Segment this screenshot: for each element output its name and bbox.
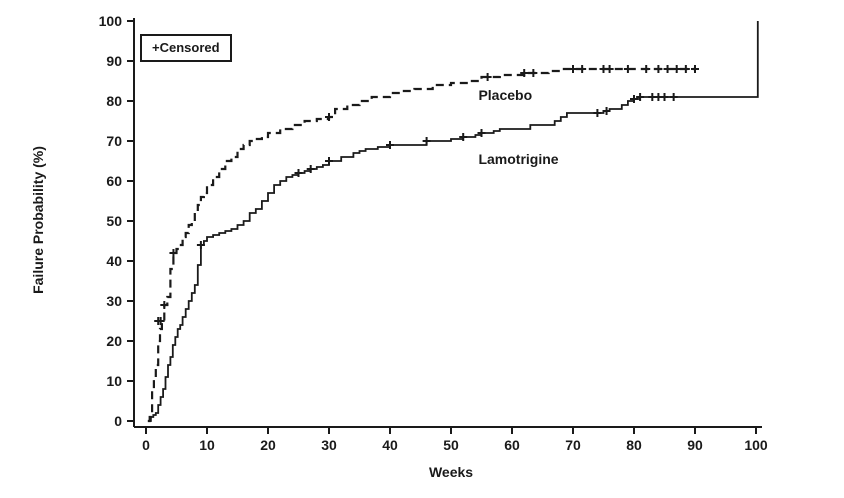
y-tick-label: 10	[106, 373, 122, 389]
y-tick-label: 50	[106, 213, 122, 229]
censored-legend-label: +Censored	[152, 40, 220, 55]
x-tick-label: 90	[687, 437, 703, 453]
x-tick-label: 60	[504, 437, 520, 453]
x-tick-label: 30	[321, 437, 337, 453]
y-tick-label: 0	[114, 413, 122, 429]
x-axis-label: Weeks	[428, 464, 474, 480]
y-axis-label: Failure Probability (%)	[30, 146, 46, 294]
lamotrigine-curve	[148, 21, 759, 422]
y-tick-label: 90	[106, 53, 122, 69]
x-tick-label: 50	[443, 437, 459, 453]
y-tick-label: 80	[106, 93, 122, 109]
x-tick-label: 20	[260, 437, 276, 453]
y-tick-label: 100	[99, 13, 123, 29]
y-tick-label: 40	[106, 253, 122, 269]
x-tick-label: 70	[565, 437, 581, 453]
x-tick-label: 80	[626, 437, 642, 453]
x-tick-label: 0	[142, 437, 150, 453]
y-tick-label: 30	[106, 293, 122, 309]
y-tick-label: 20	[106, 333, 122, 349]
placebo-curve	[147, 67, 695, 423]
censored-legend: +Censored	[140, 34, 232, 62]
series-label-placebo: Placebo	[478, 87, 533, 103]
x-tick-label: 100	[744, 437, 768, 453]
x-tick-label: 10	[199, 437, 215, 453]
x-tick-label: 40	[382, 437, 398, 453]
y-tick-label: 60	[106, 173, 122, 189]
series-label-lamotrigine: Lamotrigine	[478, 151, 559, 167]
y-tick-label: 70	[106, 133, 122, 149]
